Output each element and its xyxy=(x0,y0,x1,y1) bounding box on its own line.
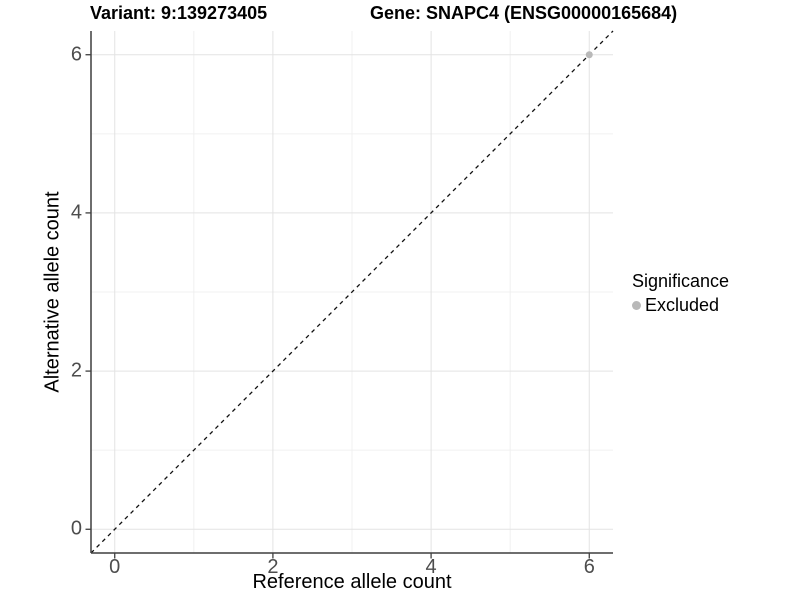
legend-item-label: Excluded xyxy=(645,295,720,315)
y-tick-label: 6 xyxy=(70,43,82,66)
legend-title: Significance xyxy=(632,271,730,291)
y-tick-label: 4 xyxy=(70,201,82,224)
identity-line xyxy=(90,30,614,554)
plot-title-gene: Gene: SNAPC4 (ENSG00000165684) xyxy=(370,3,678,23)
legend: Significance Excluded xyxy=(632,271,729,316)
x-axis-title: Reference allele count xyxy=(252,571,452,593)
x-tick-label: 2 xyxy=(267,556,279,578)
x-tick-label: 0 xyxy=(109,556,121,578)
x-tick-label: 4 xyxy=(425,556,437,578)
plot-title-variant: Variant: 9:139273405 xyxy=(90,3,268,23)
y-tick-label: 0 xyxy=(70,517,82,540)
legend-item-excluded: Excluded xyxy=(632,295,729,316)
y-tick-label: 2 xyxy=(70,359,82,382)
legend-point-icon xyxy=(632,301,641,310)
data-point xyxy=(585,51,593,59)
y-axis-title: Alternative allele count xyxy=(41,191,64,393)
x-tick-label: 6 xyxy=(583,556,595,578)
